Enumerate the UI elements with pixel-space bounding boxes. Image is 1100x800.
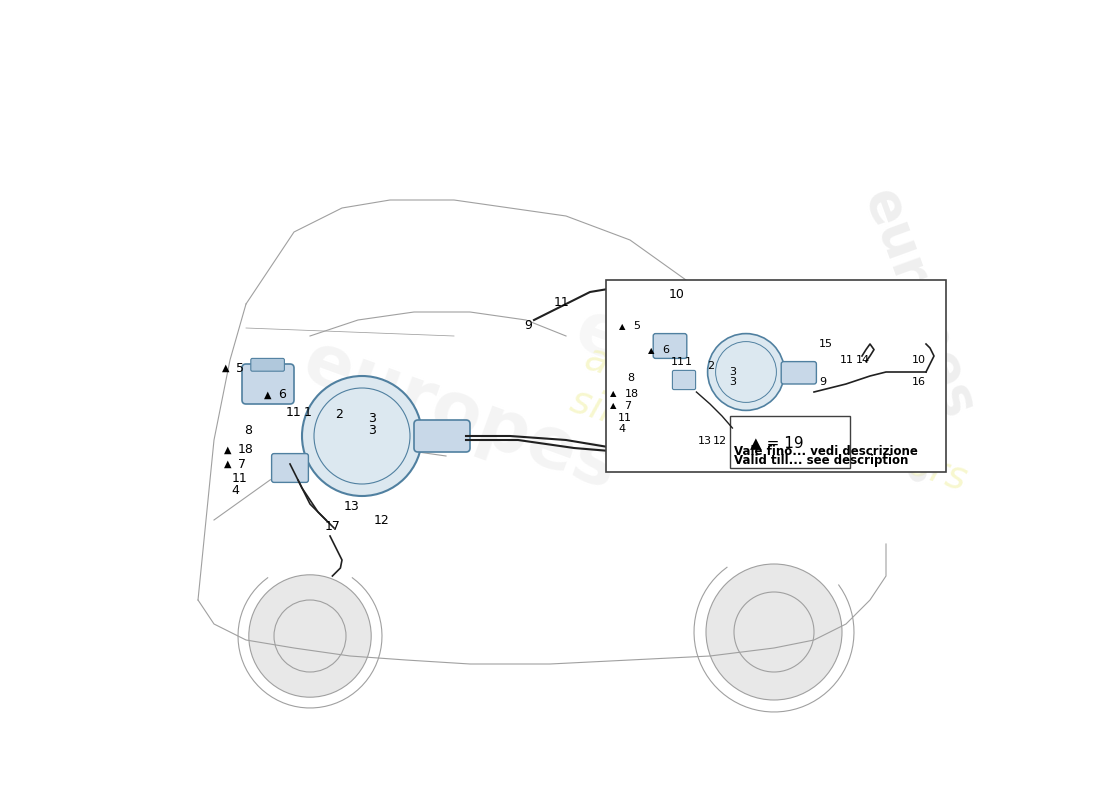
Text: 5: 5 bbox=[236, 362, 244, 374]
Text: 11: 11 bbox=[232, 472, 248, 485]
Text: 18: 18 bbox=[238, 443, 254, 456]
Text: 1: 1 bbox=[304, 406, 311, 418]
Text: 16: 16 bbox=[912, 378, 925, 387]
Text: 6: 6 bbox=[278, 388, 286, 401]
Text: 3: 3 bbox=[729, 378, 736, 387]
FancyBboxPatch shape bbox=[606, 280, 946, 472]
Text: 1: 1 bbox=[684, 357, 692, 366]
Text: europes: europes bbox=[294, 327, 627, 505]
Text: 8: 8 bbox=[244, 424, 252, 437]
Text: 10: 10 bbox=[912, 355, 925, 365]
Text: 2: 2 bbox=[707, 362, 715, 371]
Text: europes: europes bbox=[854, 182, 984, 426]
FancyBboxPatch shape bbox=[272, 454, 308, 482]
Text: 11: 11 bbox=[671, 357, 685, 366]
FancyBboxPatch shape bbox=[251, 358, 285, 371]
Text: 13: 13 bbox=[698, 436, 712, 446]
Text: 4: 4 bbox=[618, 424, 625, 434]
FancyBboxPatch shape bbox=[653, 334, 686, 358]
Text: 3: 3 bbox=[367, 412, 375, 425]
Text: 11: 11 bbox=[286, 406, 301, 418]
Text: 18: 18 bbox=[625, 389, 638, 398]
Text: ▲: ▲ bbox=[610, 389, 616, 398]
Text: europes: europes bbox=[566, 295, 899, 473]
Text: 12: 12 bbox=[713, 436, 726, 446]
Circle shape bbox=[302, 376, 422, 496]
Text: ▲: ▲ bbox=[223, 459, 231, 469]
Text: 13: 13 bbox=[343, 500, 360, 513]
Text: 11: 11 bbox=[839, 355, 854, 365]
Text: ▲: ▲ bbox=[619, 322, 625, 331]
Text: 14: 14 bbox=[856, 355, 870, 365]
Text: Valid till... see description: Valid till... see description bbox=[734, 454, 909, 467]
Text: ▲: ▲ bbox=[222, 363, 230, 373]
Text: Vale fino... vedi descrizione: Vale fino... vedi descrizione bbox=[734, 445, 917, 458]
Text: 12: 12 bbox=[374, 514, 389, 526]
Text: 1985: 1985 bbox=[870, 387, 936, 493]
Text: 3: 3 bbox=[367, 424, 375, 437]
FancyBboxPatch shape bbox=[242, 364, 294, 404]
FancyBboxPatch shape bbox=[414, 420, 470, 452]
Circle shape bbox=[706, 564, 842, 700]
Circle shape bbox=[707, 334, 784, 410]
Text: 10: 10 bbox=[669, 288, 684, 301]
Text: 9: 9 bbox=[818, 378, 826, 387]
FancyBboxPatch shape bbox=[781, 362, 816, 384]
Text: 7: 7 bbox=[238, 458, 246, 470]
Text: 3: 3 bbox=[729, 367, 736, 377]
Text: ▲: ▲ bbox=[648, 346, 654, 355]
Text: 4: 4 bbox=[232, 484, 240, 497]
Text: 17: 17 bbox=[324, 520, 340, 533]
Text: a passion for motors
since 1985: a passion for motors since 1985 bbox=[566, 339, 971, 541]
Text: ▲: ▲ bbox=[264, 390, 271, 399]
FancyBboxPatch shape bbox=[672, 370, 695, 390]
Text: 11: 11 bbox=[554, 296, 570, 309]
Text: 8: 8 bbox=[628, 373, 635, 382]
Text: 15: 15 bbox=[818, 339, 833, 349]
Text: ▲ = 19: ▲ = 19 bbox=[750, 435, 804, 450]
Text: ▲: ▲ bbox=[610, 401, 616, 410]
Text: 9: 9 bbox=[525, 319, 532, 332]
Text: 2: 2 bbox=[336, 408, 343, 421]
Text: 6: 6 bbox=[662, 346, 669, 355]
FancyBboxPatch shape bbox=[730, 416, 850, 468]
Text: 7: 7 bbox=[625, 401, 631, 410]
Circle shape bbox=[249, 574, 371, 697]
Text: 11: 11 bbox=[618, 413, 632, 422]
Text: ▲: ▲ bbox=[223, 445, 231, 454]
Text: 5: 5 bbox=[634, 322, 640, 331]
